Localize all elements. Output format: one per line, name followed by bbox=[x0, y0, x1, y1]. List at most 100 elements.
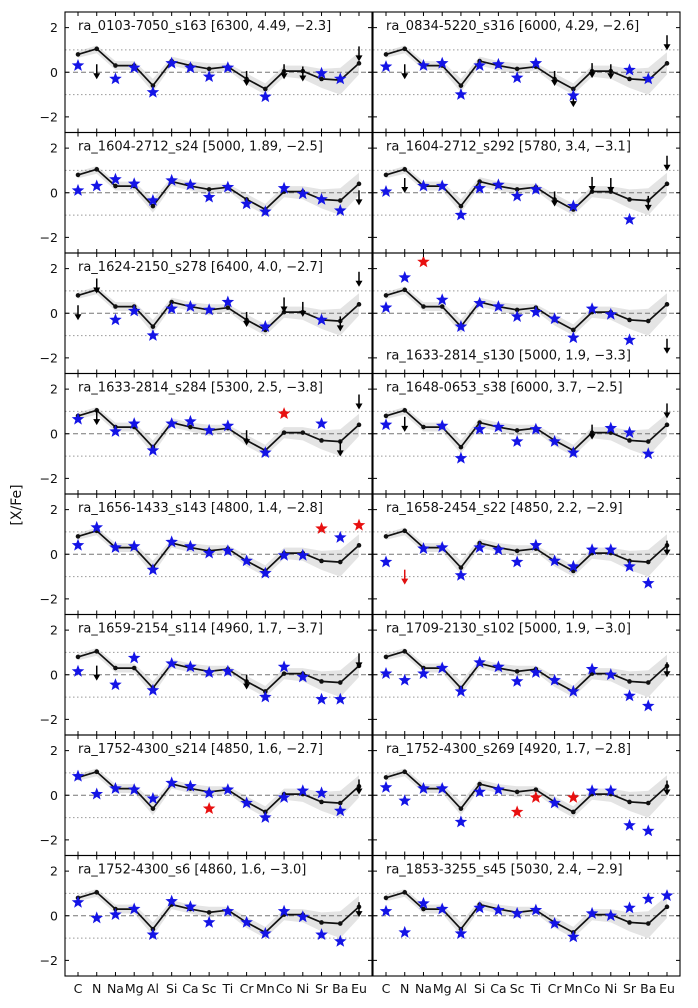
limit-arrow-N bbox=[401, 416, 409, 432]
reference-point-N bbox=[94, 649, 100, 654]
star-Ni bbox=[296, 187, 310, 200]
panel-9: 2 0 −2 ra_1656-1433_s143 [4800, 1.4, −2.8] bbox=[40, 493, 373, 616]
star-red-Sc bbox=[202, 802, 216, 814]
reference-band bbox=[78, 45, 359, 95]
panel-title-background bbox=[383, 500, 626, 517]
panel-title-background bbox=[75, 500, 326, 517]
star-Ca bbox=[492, 299, 505, 312]
panel-title-background bbox=[75, 18, 335, 35]
reference-point-Sc bbox=[514, 669, 520, 674]
limit-arrow-N bbox=[93, 278, 101, 294]
reference-point-C bbox=[75, 654, 81, 660]
star-Mn bbox=[259, 927, 272, 939]
reference-band bbox=[386, 45, 667, 95]
star-Cr bbox=[548, 673, 561, 686]
star-Sc bbox=[510, 434, 524, 447]
x-tick-label-Ba: Ba bbox=[332, 981, 348, 996]
star-Si bbox=[165, 302, 178, 315]
star-C bbox=[379, 555, 393, 568]
reference-band bbox=[386, 768, 667, 818]
reference-point-Al bbox=[150, 324, 156, 329]
reference-point-Al bbox=[150, 83, 156, 88]
x-tick-label-Ca: Ca bbox=[182, 981, 198, 996]
x-tick-label-Sr: Sr bbox=[623, 981, 637, 996]
limit-arrow-Cr bbox=[243, 70, 251, 86]
star-Ni bbox=[604, 668, 618, 681]
y-tick-label: 0 bbox=[50, 667, 58, 682]
limit-arrow-Cr bbox=[551, 191, 559, 207]
x-tick-label-Mg: Mg bbox=[125, 981, 144, 996]
limit-arrow-Eu bbox=[663, 338, 671, 354]
star-Ti bbox=[221, 419, 235, 432]
reference-point-Ba bbox=[337, 559, 343, 565]
star-Mn bbox=[567, 199, 580, 212]
panel-title-background bbox=[383, 18, 643, 35]
panel-12: ra_1709-2130_s102 [5000, 1.9, −3.0] bbox=[372, 613, 681, 736]
star-Al bbox=[454, 927, 468, 939]
y-tick-label: 2 bbox=[50, 382, 58, 397]
star-C bbox=[71, 538, 85, 551]
star-Ca bbox=[492, 903, 505, 916]
reference-line bbox=[385, 409, 668, 452]
star-Ba bbox=[641, 892, 655, 905]
reference-band bbox=[78, 166, 359, 216]
reference-point-Eu bbox=[356, 422, 362, 428]
star-C bbox=[379, 904, 393, 917]
star-Al bbox=[146, 328, 160, 341]
limit-arrow-Cr bbox=[243, 311, 251, 327]
star-Mg bbox=[435, 902, 449, 915]
star-Cr bbox=[548, 434, 561, 447]
reference-band bbox=[78, 286, 359, 336]
limit-arrow-Eu bbox=[355, 779, 363, 795]
y-tick-label: 2 bbox=[50, 502, 58, 517]
star-Si bbox=[165, 535, 178, 548]
reference-point-C bbox=[383, 52, 389, 57]
star-N bbox=[398, 794, 412, 807]
reference-line bbox=[385, 770, 668, 814]
reference-line bbox=[77, 409, 360, 452]
star-Na bbox=[417, 896, 430, 909]
panel-6: ra_1633-2814_s130 [5000, 1.9, −3.3] bbox=[372, 252, 681, 375]
reference-point-Ti bbox=[225, 305, 231, 310]
y-tick-label: −2 bbox=[40, 471, 58, 486]
star-red-Na bbox=[417, 255, 430, 268]
limit-arrow-N bbox=[401, 64, 409, 80]
star-Mg bbox=[127, 304, 141, 317]
panel-title: ra_1633-2814_s130 [5000, 1.9, −3.3] bbox=[386, 349, 631, 364]
x-tick-label-Al: Al bbox=[147, 981, 159, 996]
reference-point-N bbox=[402, 769, 408, 775]
y-tick-label: −2 bbox=[40, 591, 58, 606]
panel-title-background bbox=[383, 620, 634, 638]
y-tick-label: 0 bbox=[50, 426, 58, 441]
star-C bbox=[379, 418, 393, 431]
star-Ti bbox=[221, 180, 235, 193]
star-Mn bbox=[259, 446, 272, 459]
star-Ni bbox=[604, 784, 618, 797]
star-Al bbox=[146, 928, 160, 941]
y-tick-label: 2 bbox=[50, 864, 58, 879]
reference-point-Ca bbox=[188, 424, 193, 430]
star-Al bbox=[146, 792, 160, 804]
star-Na bbox=[109, 540, 122, 553]
star-Na bbox=[417, 179, 430, 192]
star-Co bbox=[585, 302, 599, 315]
star-Ca bbox=[492, 660, 505, 673]
panel-title-background bbox=[75, 138, 326, 156]
reference-point-C bbox=[383, 534, 389, 539]
star-Ca bbox=[492, 178, 505, 191]
x-tick-label-Mn: Mn bbox=[564, 981, 583, 996]
reference-point-Sc bbox=[514, 307, 520, 313]
reference-point-Al bbox=[150, 203, 156, 209]
star-Na bbox=[417, 58, 430, 71]
reference-point-Si bbox=[477, 179, 482, 184]
x-tick-label-Ti: Ti bbox=[221, 981, 233, 996]
reference-point-Sr bbox=[319, 920, 324, 925]
reference-band bbox=[78, 648, 359, 698]
reference-line bbox=[77, 168, 360, 211]
reference-point-C bbox=[383, 775, 389, 780]
star-Sc bbox=[510, 674, 524, 687]
reference-line bbox=[385, 891, 668, 934]
limit-arrow-Eu bbox=[663, 540, 671, 556]
star-Cr bbox=[548, 312, 561, 325]
star-Si bbox=[473, 901, 486, 914]
